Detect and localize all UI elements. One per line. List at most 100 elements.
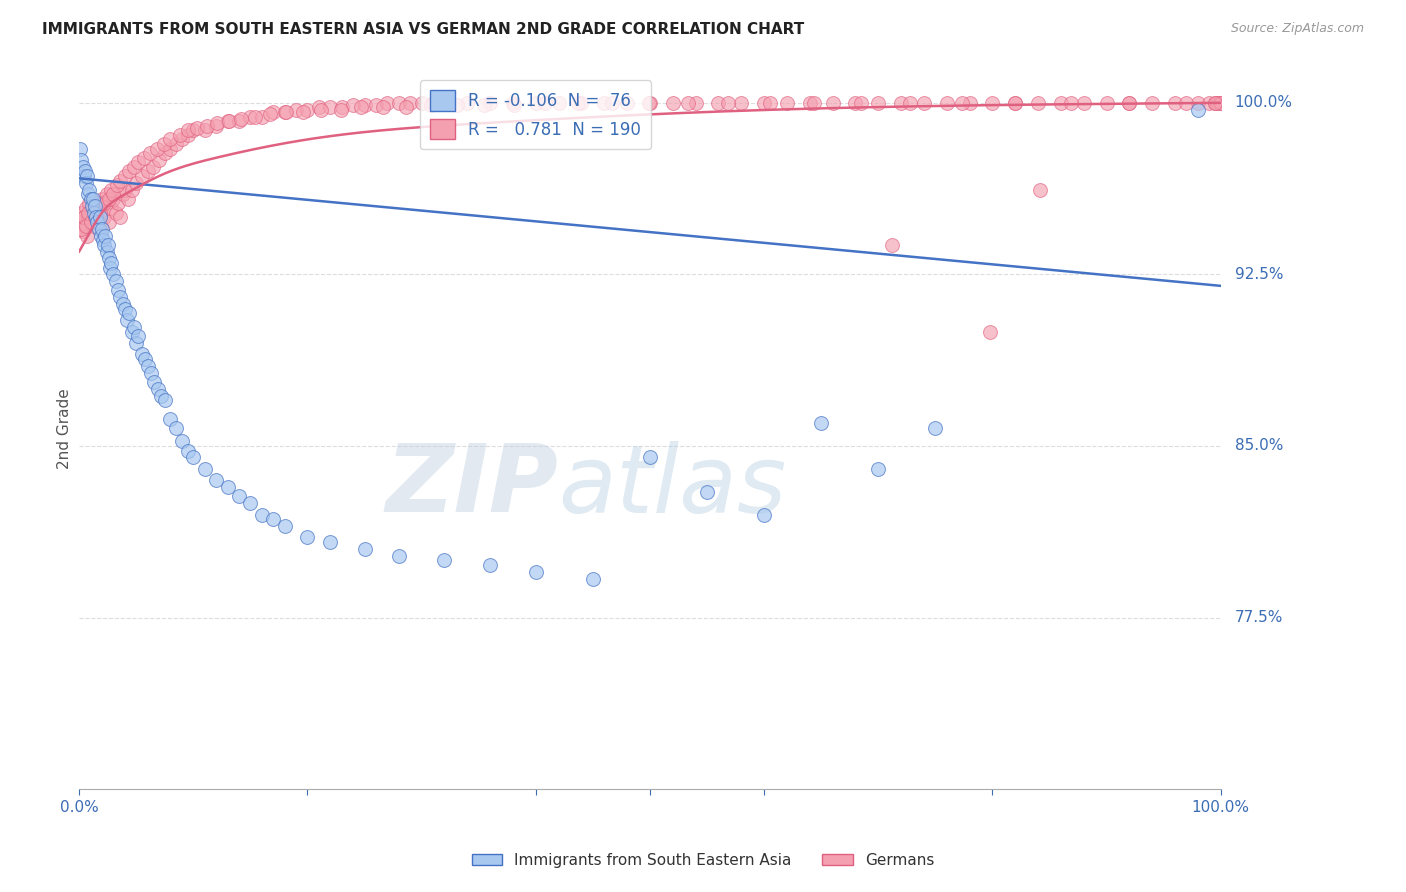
Point: [90, 219, 112, 234]
Point: [131, 347, 153, 361]
Point: [153, 146, 176, 161]
Point: [419, 98, 441, 112]
Point: [446, 98, 468, 112]
Point: [1095, 95, 1118, 110]
Point: [103, 192, 125, 206]
Point: [127, 155, 149, 169]
Point: [76, 169, 98, 183]
Point: [76, 228, 98, 243]
Point: [422, 95, 444, 110]
Point: [107, 284, 129, 298]
Point: [319, 535, 342, 549]
Point: [243, 110, 266, 124]
Point: [250, 110, 273, 124]
Point: [285, 103, 308, 117]
Point: [274, 105, 297, 120]
Point: [924, 420, 946, 434]
Point: [86, 215, 108, 229]
Point: [84, 201, 107, 215]
Point: [950, 95, 973, 110]
Point: [70, 153, 93, 167]
Point: [319, 100, 342, 114]
Point: [474, 98, 496, 112]
Point: [273, 105, 295, 120]
Point: [433, 553, 456, 567]
Point: [75, 176, 97, 190]
Text: atlas: atlas: [558, 441, 787, 532]
Point: [118, 164, 141, 178]
Point: [73, 219, 96, 234]
Point: [121, 183, 143, 197]
Point: [127, 329, 149, 343]
Point: [567, 95, 589, 110]
Point: [176, 443, 198, 458]
Point: [94, 228, 117, 243]
Point: [122, 160, 145, 174]
Point: [479, 95, 502, 110]
Point: [169, 128, 191, 142]
Point: [89, 211, 111, 225]
Point: [143, 375, 166, 389]
Point: [752, 508, 775, 522]
Point: [82, 192, 104, 206]
Point: [146, 382, 169, 396]
Point: [80, 205, 103, 219]
Point: [1204, 95, 1226, 110]
Point: [935, 95, 957, 110]
Point: [150, 389, 173, 403]
Point: [77, 211, 100, 225]
Point: [134, 151, 156, 165]
Point: [75, 201, 97, 215]
Text: ZIP: ZIP: [385, 441, 558, 533]
Point: [91, 233, 114, 247]
Point: [1050, 95, 1073, 110]
Point: [309, 103, 332, 117]
Point: [159, 411, 181, 425]
Point: [96, 196, 118, 211]
Point: [297, 103, 319, 117]
Point: [388, 549, 411, 563]
Point: [83, 219, 105, 234]
Point: [148, 153, 170, 167]
Point: [1187, 103, 1209, 117]
Point: [86, 196, 108, 211]
Point: [898, 95, 921, 110]
Point: [80, 199, 103, 213]
Point: [90, 228, 112, 243]
Point: [250, 508, 273, 522]
Point: [273, 519, 295, 533]
Point: [661, 95, 683, 110]
Point: [84, 199, 107, 213]
Point: [77, 205, 100, 219]
Point: [1140, 95, 1163, 110]
Point: [890, 95, 912, 110]
Point: [524, 565, 547, 579]
Point: [110, 211, 132, 225]
Point: [637, 95, 659, 110]
Text: 100.0%: 100.0%: [1234, 95, 1292, 111]
Point: [79, 215, 101, 229]
Point: [70, 221, 93, 235]
Point: [91, 221, 114, 235]
Point: [91, 192, 114, 206]
Point: [342, 98, 364, 112]
Point: [122, 320, 145, 334]
Point: [79, 183, 101, 197]
Point: [72, 160, 94, 174]
Point: [411, 95, 433, 110]
Point: [111, 297, 134, 311]
Point: [195, 119, 218, 133]
Point: [114, 183, 136, 197]
Point: [844, 95, 866, 110]
Point: [228, 489, 250, 503]
Point: [131, 169, 153, 183]
Point: [86, 201, 108, 215]
Point: [84, 211, 107, 225]
Point: [121, 325, 143, 339]
Text: 92.5%: 92.5%: [1234, 267, 1284, 282]
Point: [1029, 183, 1052, 197]
Point: [752, 95, 775, 110]
Point: [83, 205, 105, 219]
Point: [912, 95, 935, 110]
Point: [239, 496, 262, 510]
